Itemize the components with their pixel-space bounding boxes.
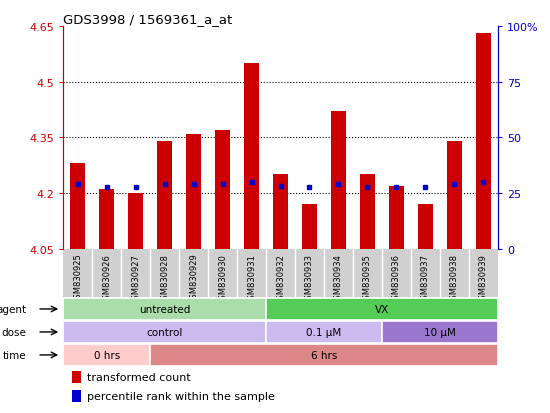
Bar [129,194,143,249]
Bar [157,142,172,249]
Text: dose: dose [2,327,26,337]
Text: GSM830929: GSM830929 [189,253,198,304]
Text: GSM830933: GSM830933 [305,253,314,304]
Bar [360,175,375,249]
Text: GSM830932: GSM830932 [276,253,285,304]
Bar [186,134,201,249]
Text: control: control [146,327,183,337]
Text: GSM830927: GSM830927 [131,253,140,304]
Text: transformed count: transformed count [87,372,191,382]
Text: GSM830934: GSM830934 [334,253,343,304]
Bar [302,205,317,249]
Bar [244,64,259,249]
Bar [215,131,230,249]
Text: GSM830939: GSM830939 [478,253,488,304]
Text: GSM830937: GSM830937 [421,253,430,304]
Text: agent: agent [0,304,26,314]
Bar [476,34,491,249]
Bar [273,175,288,249]
Text: GSM830925: GSM830925 [73,253,82,304]
Bar [150,344,498,366]
Text: time: time [3,350,26,360]
Text: GSM830928: GSM830928 [160,253,169,304]
Bar [63,299,266,320]
Text: 0.1 μM: 0.1 μM [306,327,342,337]
Bar [63,344,150,366]
Text: untreated: untreated [139,304,190,314]
Bar [418,205,432,249]
Text: GSM830926: GSM830926 [102,253,111,304]
Bar [382,322,498,343]
Text: GSM830935: GSM830935 [363,253,372,304]
Text: GSM830936: GSM830936 [392,253,401,304]
Text: GSM830938: GSM830938 [450,253,459,304]
Bar [447,142,461,249]
Text: GSM830931: GSM830931 [247,253,256,304]
Text: 6 hrs: 6 hrs [311,350,337,360]
Bar [266,322,382,343]
Text: GSM830930: GSM830930 [218,253,227,304]
Bar [266,299,498,320]
Bar [331,112,346,249]
Text: VX: VX [375,304,389,314]
Text: GDS3998 / 1569361_a_at: GDS3998 / 1569361_a_at [63,13,233,26]
Bar [72,371,81,382]
Bar [70,164,85,249]
Bar [72,390,81,402]
Text: percentile rank within the sample: percentile rank within the sample [87,391,275,401]
Bar [100,190,114,249]
Text: 10 μM: 10 μM [424,327,456,337]
Bar [63,322,266,343]
Text: 0 hrs: 0 hrs [94,350,120,360]
Bar [389,186,404,249]
